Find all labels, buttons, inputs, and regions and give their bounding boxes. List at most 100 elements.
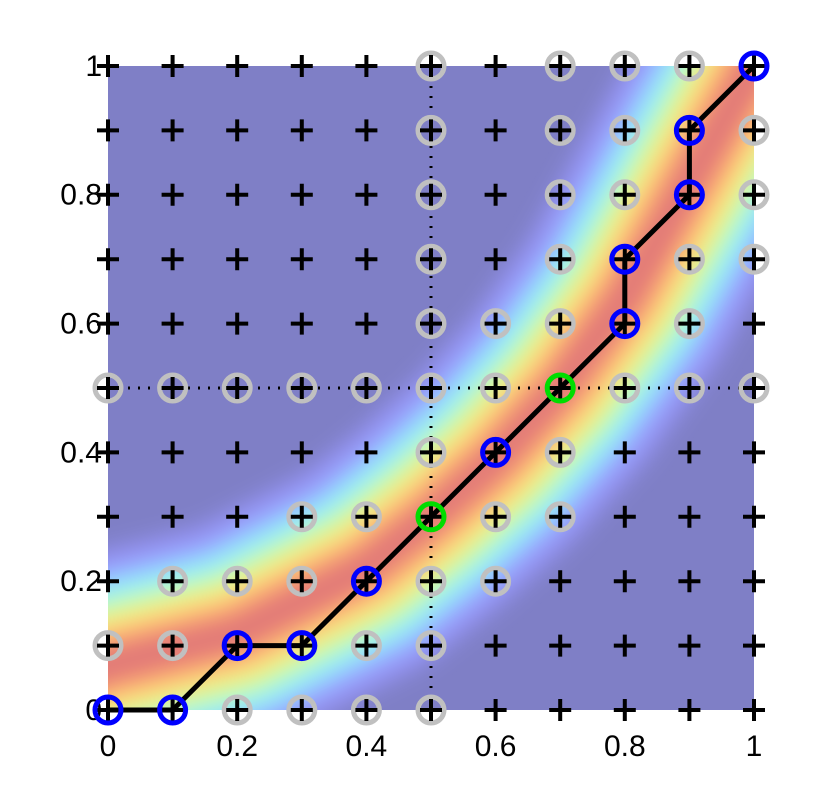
plus-marker [549, 634, 572, 657]
plus-marker [161, 55, 184, 77]
path-line [108, 64, 756, 713]
plus-marker [484, 505, 507, 528]
x-tick-label: 0.6 [475, 730, 517, 763]
plus-marker [549, 441, 572, 464]
plus-marker [549, 183, 572, 206]
plus-marker [290, 55, 313, 77]
circle-marker [673, 179, 705, 211]
circle-marker [609, 243, 641, 275]
plus-marker [290, 699, 313, 721]
plus-marker [420, 248, 442, 271]
plus-marker [355, 377, 378, 399]
plus-marker [290, 441, 313, 464]
plus-marker [97, 377, 119, 399]
plus-marker [355, 699, 378, 721]
plus-marker [161, 248, 184, 271]
plus-marker [484, 570, 507, 593]
circle-marker [221, 565, 253, 597]
plus-marker [355, 248, 378, 271]
plus-marker [97, 570, 119, 593]
plus-marker [355, 119, 378, 142]
circle-marker [544, 372, 576, 404]
plus-marker [161, 377, 184, 399]
y-tick-label: 0.4 [60, 436, 102, 469]
circle-marker [544, 308, 576, 340]
circle-marker [544, 50, 576, 82]
circle-marker [157, 694, 189, 726]
plus-marker [290, 183, 313, 206]
circle-marker [415, 436, 447, 468]
circle-marker [544, 436, 576, 468]
circle-marker [92, 372, 124, 404]
circle-marker [157, 565, 189, 597]
circle-marker [92, 694, 124, 726]
circle-marker [609, 50, 641, 82]
plus-marker [613, 505, 636, 528]
circle-marker [480, 565, 512, 597]
circle-marker [350, 501, 382, 533]
circle-marker [544, 114, 576, 146]
heatmap [108, 66, 754, 710]
plus-marker [743, 505, 765, 528]
plus-marker [549, 505, 572, 528]
plus-marker [678, 505, 701, 528]
plus-marker [613, 699, 636, 721]
plus-marker [613, 570, 636, 593]
plus-marker [97, 441, 119, 464]
circle-marker [221, 694, 253, 726]
circle-marker [221, 372, 253, 404]
circle-marker [673, 243, 705, 275]
circle-marker [738, 50, 770, 82]
plus-marker [290, 119, 313, 142]
plus-marker [743, 634, 765, 657]
plus-marker [290, 377, 313, 399]
circle-marker [350, 694, 382, 726]
plus-marker [420, 699, 442, 721]
plus-marker [549, 248, 572, 271]
plus-marker [355, 183, 378, 206]
circle-marker [350, 630, 382, 662]
x-tick-label: 0.2 [216, 730, 258, 763]
plus-marker [420, 55, 442, 77]
circle-marker [286, 694, 318, 726]
circle-marker [738, 114, 770, 146]
plus-marker [290, 248, 313, 271]
circle-marker [415, 308, 447, 340]
plus-marker [97, 248, 119, 271]
x-tick-label: 0 [100, 730, 117, 763]
plus-marker [743, 570, 765, 593]
plus-marker [226, 699, 249, 721]
plus-marker [484, 248, 507, 271]
circle-marker [673, 114, 705, 146]
plus-marker [226, 312, 249, 335]
plus-marker [613, 441, 636, 464]
circle-marker [415, 372, 447, 404]
plus-marker [549, 119, 572, 142]
plus-marker [355, 505, 378, 528]
plus-marker [226, 119, 249, 142]
plus-marker [420, 312, 442, 335]
circle-marker [157, 630, 189, 662]
plus-marker [678, 248, 701, 271]
circle-marker [609, 179, 641, 211]
plus-marker [420, 570, 442, 593]
circle-marker [286, 372, 318, 404]
circle-marker [415, 243, 447, 275]
plus-marker [549, 699, 572, 721]
plus-marker [743, 119, 765, 142]
plus-marker [613, 119, 636, 142]
circle-marker [286, 501, 318, 533]
circle-marker [480, 436, 512, 468]
y-tick-label: 0.2 [60, 565, 102, 598]
circle-marker [738, 179, 770, 211]
plus-marker [355, 634, 378, 657]
plus-marker [484, 312, 507, 335]
plus-marker [549, 570, 572, 593]
plus-marker [743, 312, 765, 335]
plus-marker [613, 634, 636, 657]
plus-marker [678, 377, 701, 399]
plus-marker [97, 505, 119, 528]
plus-marker [484, 377, 507, 399]
plus-marker [420, 183, 442, 206]
plus-marker [97, 634, 119, 657]
